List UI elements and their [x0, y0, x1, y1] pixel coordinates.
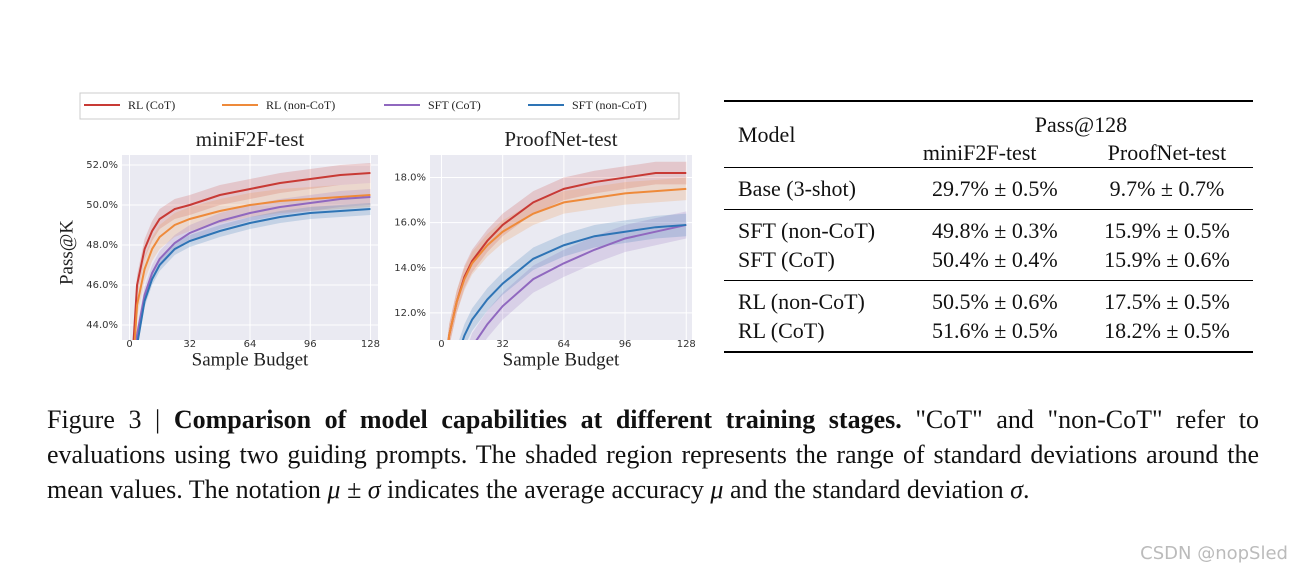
- series-group: [447, 161, 687, 340]
- y-tick-label: 14.0%: [394, 263, 426, 274]
- y-tick-label: 50.0%: [86, 200, 118, 211]
- table-row: Base (3-shot) 29.7% ± 0.5% 9.7% ± 0.7%: [724, 167, 1253, 210]
- y-tick-label: 18.0%: [394, 173, 426, 184]
- caption-math: μ ± σ: [327, 475, 381, 504]
- table-row: SFT (non-CoT) 49.8% ± 0.3% 15.9% ± 0.5%: [724, 209, 1253, 245]
- x-axis-label: Sample Budget: [192, 349, 309, 370]
- x-tick-label: 32: [496, 339, 509, 350]
- table-cell: 49.8% ± 0.3%: [908, 209, 1081, 245]
- x-tick-label: 0: [438, 339, 444, 350]
- std-band: [136, 189, 371, 340]
- header-cell: Model: [724, 100, 909, 168]
- series-line: [475, 223, 687, 340]
- x-tick-label: 64: [558, 339, 571, 350]
- y-tick-label: 16.0%: [394, 218, 426, 229]
- series-line: [135, 196, 371, 340]
- caption-text: and the standard deviation: [729, 475, 1004, 504]
- table-cell: RL (non-CoT): [724, 280, 909, 316]
- series-group: [132, 163, 371, 340]
- x-tick-label: 64: [244, 339, 257, 350]
- y-tick-label: 52.0%: [86, 160, 118, 171]
- table-cell: Base (3-shot): [724, 167, 909, 210]
- y-tick-label: 12.0%: [394, 308, 426, 319]
- table-row: RL (non-CoT) 50.5% ± 0.6% 17.5% ± 0.5%: [724, 280, 1253, 316]
- y-axis-label: Pass@K: [56, 220, 77, 285]
- table-cell: SFT (CoT): [738, 246, 835, 272]
- std-band: [447, 177, 687, 340]
- table-cell: 50.5% ± 0.6%: [908, 280, 1081, 316]
- chart: 12.0% 14.0% 16.0% 18.0% 0 32 64 96 128 ProofNet-t…: [394, 127, 696, 371]
- table-cell: 17.5% ± 0.5%: [1080, 280, 1253, 316]
- series-line: [447, 187, 687, 340]
- caption-math: σ: [1010, 475, 1023, 504]
- chart-title: miniF2F-test: [196, 127, 305, 151]
- legend-label: SFT (non-CoT): [572, 98, 647, 112]
- caption: Figure 3 | Comparison of model capabilit…: [47, 402, 1259, 507]
- legend-box: [79, 92, 680, 120]
- caption-text: "CoT" and "non-CoT" refer to evaluations…: [47, 405, 1259, 504]
- legend-label: RL (non-CoT): [266, 98, 335, 112]
- table-cell: 15.9% ± 0.6%: [1104, 246, 1230, 272]
- table-cell: 15.9% ± 0.5%: [1080, 209, 1253, 245]
- y-tick-label: 48.0%: [86, 240, 118, 251]
- x-tick-label: 128: [677, 339, 696, 350]
- caption-text: indicates the average accuracy: [387, 475, 704, 504]
- caption-bold: Comparison of model capabilities at diff…: [173, 405, 902, 434]
- x-tick-label: 32: [183, 339, 196, 350]
- table-cell: SFT (non-CoT): [724, 209, 909, 245]
- table-cell: RL (CoT): [724, 316, 909, 353]
- header-cell: Pass@128: [908, 100, 1253, 138]
- table-cell: 18.2% ± 0.5%: [1080, 316, 1253, 353]
- chart-title: ProofNet-test: [504, 127, 617, 151]
- caption-label: Figure 3 |: [47, 405, 161, 434]
- x-tick-label: 128: [361, 339, 380, 350]
- std-band: [469, 211, 687, 340]
- legend: RL (CoT) RL (non-CoT) SFT (CoT) SFT (non-Co…: [79, 92, 680, 120]
- table-row: RL (CoT) 51.6% ± 0.5% 18.2% ± 0.5%: [724, 316, 1253, 353]
- chart: 44.0% 46.0% 48.0% 50.0% 52.0% 0 32 64 96 128 miniF…: [56, 127, 380, 371]
- series-line: [133, 194, 371, 340]
- std-band: [447, 161, 687, 340]
- caption-text: .: [1022, 475, 1030, 504]
- std-band: [136, 203, 371, 340]
- table-row: SFT (CoT) 50.4% ± 0.4% 15.9% ± 0.6%: [724, 245, 1253, 281]
- table-cell: 50.4% ± 0.4%: [931, 246, 1058, 272]
- table-cell: 29.7% ± 0.5%: [908, 167, 1081, 210]
- header-cell: ProofNet-test: [1107, 139, 1227, 165]
- series-line: [136, 208, 371, 340]
- figure: RL (CoT) RL (non-CoT) SFT (CoT) SFT (non-Co…: [56, 92, 696, 371]
- y-tick-label: 46.0%: [86, 280, 118, 291]
- legend-label: RL (CoT): [128, 98, 175, 112]
- std-band: [134, 183, 371, 340]
- table-cell: 9.7% ± 0.7%: [1080, 167, 1253, 210]
- x-tick-label: 0: [126, 339, 132, 350]
- watermark: CSDN @nopSled: [1140, 543, 1288, 564]
- header-cell: miniF2F-test: [922, 139, 1037, 165]
- header-row: Model Pass@128: [724, 100, 1253, 168]
- x-axis-label: Sample Budget: [503, 349, 620, 370]
- series-line: [132, 172, 371, 340]
- results-table: Model Pass@128 miniF2F-test ProofNet-tes…: [724, 100, 1253, 353]
- std-band: [133, 163, 371, 340]
- x-tick-label: 96: [619, 339, 632, 350]
- legend-label: SFT (CoT): [428, 98, 481, 112]
- caption-math: μ: [710, 475, 724, 504]
- x-tick-label: 96: [304, 339, 317, 350]
- series-line: [461, 223, 687, 340]
- table-cell: 51.6% ± 0.5%: [908, 316, 1081, 353]
- y-tick-label: 44.0%: [86, 320, 118, 331]
- header-row: miniF2F-test ProofNet-test: [724, 138, 1253, 168]
